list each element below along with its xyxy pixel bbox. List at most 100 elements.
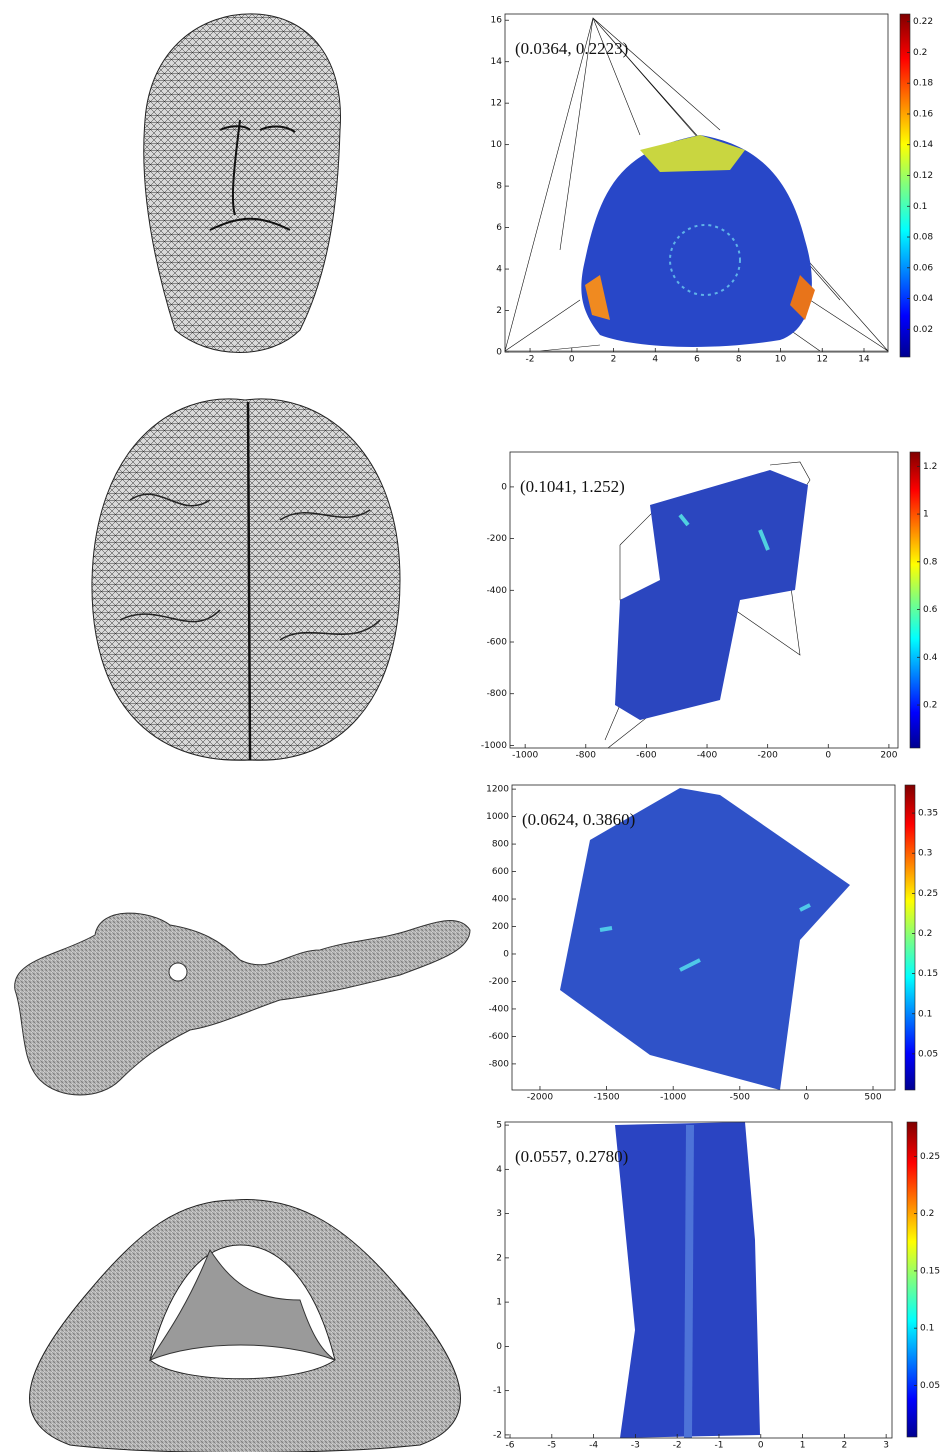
map-3	[560, 788, 850, 1090]
y-tick-label: 5	[496, 1121, 502, 1131]
colorbar-tick-label: 0.1	[920, 1324, 934, 1334]
colorbar-tick-label: 0.4	[923, 653, 938, 663]
x-tick-label: 500	[864, 1093, 881, 1103]
colorbar-tick-label: 0.2	[920, 1209, 934, 1219]
x-tick-label: -1000	[512, 751, 538, 761]
brain-mesh	[92, 399, 400, 760]
torus-mesh	[30, 1200, 461, 1452]
x-tick-label: 10	[775, 355, 787, 365]
colorbar-tick-label: 0.6	[923, 605, 938, 615]
head-mesh	[144, 14, 341, 353]
x-tick-label: -400	[697, 751, 718, 761]
x-tick-label: -4	[589, 1441, 598, 1451]
x-tick-label: -1000	[660, 1093, 686, 1103]
page: {"figure": {"panels": [ {"annotation": "…	[0, 0, 942, 1452]
y-tick-label: 400	[492, 895, 509, 905]
x-tick-label: -2	[673, 1441, 682, 1451]
x-tick-label: 6	[694, 355, 700, 365]
x-tick-label: 1	[800, 1441, 806, 1451]
colorbar-tick-label: 0.8	[923, 557, 938, 567]
x-tick-label: 0	[825, 751, 831, 761]
colorbar-tick-label: 0.08	[913, 233, 933, 243]
colorbar-tick-label: 0.05	[918, 1049, 938, 1059]
x-tick-label: 14	[858, 355, 870, 365]
map-2	[605, 462, 810, 748]
y-tick-label: 0	[503, 949, 509, 959]
protein-mesh	[15, 913, 470, 1095]
colorbar-tick-label: 0.1	[913, 202, 927, 212]
y-tick-label: -1000	[481, 741, 507, 751]
colorbar-tick-label: 0.25	[920, 1152, 940, 1162]
colorbar-tick-label: 1.2	[923, 462, 937, 472]
x-tick-label: -500	[730, 1093, 751, 1103]
x-tick-label: -6	[506, 1441, 515, 1451]
map-4	[615, 1122, 760, 1438]
x-tick-label: 3	[883, 1441, 889, 1451]
colorbar-tick-label: 0.2	[918, 929, 932, 939]
x-tick-label: 200	[880, 751, 897, 761]
map-1	[505, 18, 888, 351]
y-tick-label: -1	[493, 1386, 502, 1396]
x-tick-label: 0	[758, 1441, 764, 1451]
colorbar-tick-label: 0.15	[918, 969, 938, 979]
colorbar-tick-label: 0.12	[913, 171, 933, 181]
y-tick-label: 14	[491, 57, 503, 67]
y-tick-label: 3	[496, 1209, 502, 1219]
y-tick-label: 4	[496, 265, 502, 275]
y-tick-label: 10	[491, 140, 503, 150]
colorbar-tick-label: 0.02	[913, 325, 933, 335]
colorbar-tick-label: 0.1	[918, 1009, 932, 1019]
annotation: (0.1041, 1.252)	[520, 477, 625, 496]
x-tick-label: 2	[841, 1441, 847, 1451]
y-tick-label: 8	[496, 182, 502, 192]
y-tick-label: 2	[496, 1253, 502, 1263]
y-tick-label: 200	[492, 922, 509, 932]
colorbar-tick-label: 0.2	[913, 48, 927, 58]
colorbar-tick-label: 0.25	[918, 889, 938, 899]
colorbar-tick-label: 0.2	[923, 701, 937, 711]
x-tick-label: -3	[631, 1441, 640, 1451]
annotation: (0.0557, 0.2780)	[515, 1147, 628, 1166]
colorbar-tick-label: 0.05	[920, 1381, 940, 1391]
x-tick-label: -2000	[527, 1093, 553, 1103]
x-tick-label: -200	[757, 751, 778, 761]
colorbar	[900, 14, 910, 357]
x-tick-label: 4	[652, 355, 658, 365]
x-tick-label: -1	[714, 1441, 723, 1451]
figure: -20246810121402468101214160.020.040.060.…	[0, 0, 942, 1452]
colorbar	[905, 785, 915, 1090]
y-tick-label: 6	[496, 223, 502, 233]
y-tick-label: 800	[492, 840, 509, 850]
x-tick-label: -600	[636, 751, 657, 761]
y-tick-label: -200	[487, 534, 508, 544]
y-tick-label: 600	[492, 867, 509, 877]
colorbar-tick-label: 0.18	[913, 79, 933, 89]
colorbar-tick-label: 0.16	[913, 109, 933, 119]
x-tick-label: 2	[611, 355, 617, 365]
colorbar-tick-label: 0.14	[913, 140, 933, 150]
x-tick-label: -2	[526, 355, 535, 365]
colorbar-tick-label: 0.15	[920, 1266, 940, 1276]
y-tick-label: -600	[487, 638, 508, 648]
y-tick-label: -800	[489, 1059, 510, 1069]
annotation: (0.0624, 0.3860)	[522, 810, 635, 829]
x-tick-label: 0	[569, 355, 575, 365]
colorbar	[907, 1122, 917, 1437]
colorbar-tick-label: 0.35	[918, 809, 938, 819]
x-tick-label: -5	[547, 1441, 556, 1451]
y-tick-label: -800	[487, 689, 508, 699]
x-tick-label: -1500	[594, 1093, 620, 1103]
annotation: (0.0364, 0.2223)	[515, 39, 628, 58]
y-tick-label: 2	[496, 306, 502, 316]
y-tick-label: -200	[489, 977, 510, 987]
colorbar-tick-label: 0.3	[918, 849, 932, 859]
x-tick-label: 0	[804, 1093, 810, 1103]
colorbar-tick-label: 0.04	[913, 294, 933, 304]
y-tick-label: -400	[487, 586, 508, 596]
y-tick-label: 1200	[486, 785, 509, 795]
y-tick-label: -400	[489, 1004, 510, 1014]
y-tick-label: 1	[496, 1298, 502, 1308]
y-tick-label: -2	[493, 1430, 502, 1440]
x-tick-label: -800	[576, 751, 597, 761]
y-tick-label: 0	[496, 348, 502, 358]
